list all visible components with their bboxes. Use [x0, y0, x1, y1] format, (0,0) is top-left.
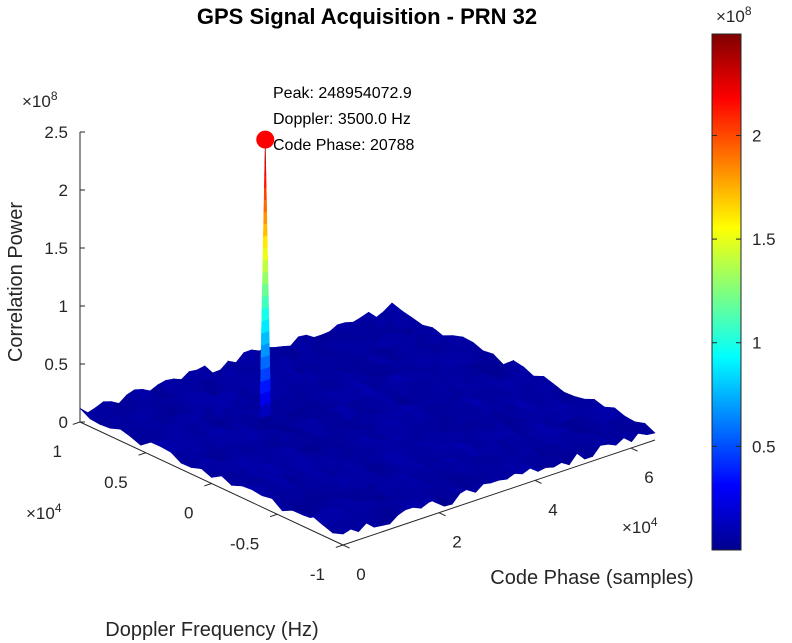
peak-spike-segment	[262, 234, 268, 249]
axis-ticks: 0 0.5 1 1.5 2 2.5 -1 -0.5 0 0.5 1 0 2 4 6	[44, 123, 653, 584]
x-axis-exponent: ×104	[622, 515, 658, 537]
peak-spike-segment	[261, 294, 269, 310]
colorbar-exponent: ×108	[716, 4, 752, 26]
y-tick	[269, 513, 278, 518]
x-axis-line	[342, 439, 656, 546]
colorbar-gradient	[711, 33, 742, 551]
peak-annotation-line-1: Peak: 248954072.9	[273, 85, 412, 102]
peak-annotation-line-3: Code Phase: 20788	[273, 137, 415, 154]
z-tick-label: 1.5	[44, 239, 68, 258]
x-axis-label: Code Phase (samples)	[490, 567, 693, 589]
peak-marker	[256, 130, 275, 149]
peak-spike-segment	[263, 187, 267, 201]
x-tick-label: 2	[452, 533, 461, 552]
x-tick	[630, 447, 638, 452]
y-tick-label: -1	[310, 565, 325, 584]
x-tick	[438, 512, 446, 517]
y-tick-label: 0	[184, 504, 193, 523]
colorbar-tick-label: 2	[752, 126, 761, 145]
peak-spike-segment	[262, 246, 268, 262]
y-axis-label: Doppler Frequency (Hz)	[105, 619, 318, 641]
peak-spike-segment	[263, 210, 268, 225]
z-tick-label: 0.5	[44, 355, 68, 374]
peak-spike-segment	[264, 175, 267, 189]
y-tick	[335, 544, 344, 548]
colorbar-ticks: 0.5 1 1.5 2	[712, 126, 776, 456]
y-tick	[72, 421, 81, 425]
y-tick-label: -0.5	[230, 534, 259, 553]
colorbar-tick-label: 1	[752, 334, 761, 353]
x-tick-label: 0	[356, 565, 365, 584]
correlation-surface	[79, 302, 656, 535]
y-tick-label: 1	[53, 442, 62, 461]
peak-annotation-line-2: Doppler: 3500.0 Hz	[273, 111, 411, 128]
z-tick-label: 2	[59, 181, 68, 200]
chart-title: GPS Signal Acquisition - PRN 32	[197, 4, 537, 29]
y-tick-label: 0.5	[104, 473, 128, 492]
correlation-peak-spike	[256, 130, 275, 431]
peak-annotation: Peak: 248954072.9 Doppler: 3500.0 Hz Cod…	[273, 85, 415, 154]
y-axis-exponent: ×104	[26, 501, 62, 523]
z-axis-label: Correlation Power	[5, 202, 27, 362]
peak-spike-segment	[264, 151, 266, 165]
surface-patch	[331, 528, 352, 535]
x-tick	[534, 479, 542, 484]
colorbar-tick-label: 1.5	[752, 230, 776, 249]
y-tick	[138, 452, 146, 456]
peak-spike-segment	[263, 199, 267, 213]
y-tick	[204, 483, 212, 487]
x-tick-label: 4	[548, 500, 557, 519]
z-tick-label: 1	[59, 297, 68, 316]
peak-spike-segment	[261, 282, 269, 298]
colorbar-tick-label: 0.5	[752, 437, 776, 456]
surface-patch	[383, 302, 403, 312]
colorbar: 0.5 1 1.5 2 ×108	[711, 4, 776, 551]
z-tick-label: 2.5	[44, 123, 68, 142]
peak-spike-segment	[262, 258, 269, 274]
x-tick-label: 6	[644, 468, 653, 487]
z-tick-label: 0	[59, 413, 68, 432]
z-axis-exponent: ×108	[22, 89, 58, 111]
peak-spike-segment	[263, 222, 268, 237]
peak-spike-segment	[264, 163, 267, 177]
x-tick	[342, 544, 350, 549]
peak-spike-segment	[262, 270, 269, 286]
